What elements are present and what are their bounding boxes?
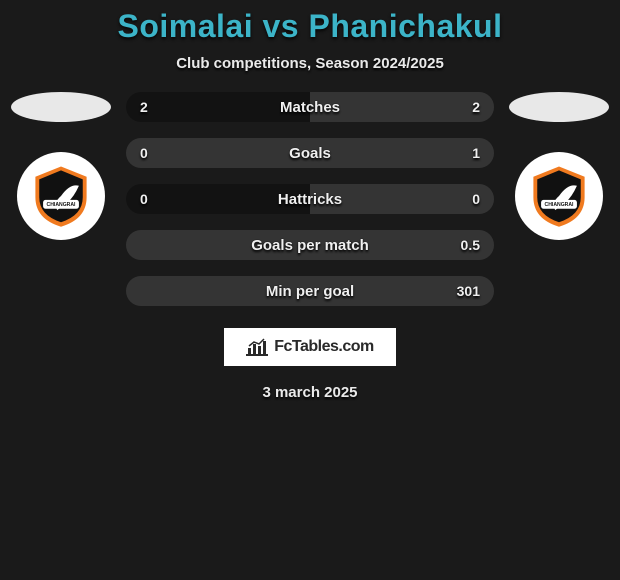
brand-text: FcTables.com — [274, 338, 374, 356]
brand-chart-icon — [246, 338, 268, 356]
stat-right-value: 2 — [472, 99, 480, 115]
svg-text:CHIANGRAI: CHIANGRAI — [47, 202, 77, 208]
stat-left-value: 0 — [140, 145, 148, 161]
left-player-oval — [11, 92, 111, 122]
stat-label: Goals — [289, 145, 331, 162]
stat-label: Matches — [280, 99, 340, 116]
date-text: 3 march 2025 — [262, 384, 357, 401]
stat-right-value: 301 — [457, 283, 480, 299]
stat-row: Min per goal 301 — [126, 276, 494, 306]
right-player-oval — [509, 92, 609, 122]
stat-right-value: 0.5 — [461, 237, 480, 253]
svg-text:CHIANGRAI: CHIANGRAI — [545, 202, 575, 208]
stat-left-value: 2 — [140, 99, 148, 115]
left-club-badge: CHIANGRAI — [17, 152, 105, 240]
comparison-panel: CHIANGRAI 2 Matches 2 0 Goals 1 0 Hattricks 0 Goa… — [0, 92, 620, 306]
footer: FcTables.com 3 march 2025 — [0, 328, 620, 401]
subtitle: Club competitions, Season 2024/2025 — [0, 55, 620, 72]
club-crest-icon: CHIANGRAI — [527, 164, 591, 228]
brand-badge: FcTables.com — [224, 328, 396, 366]
stat-bars: 2 Matches 2 0 Goals 1 0 Hattricks 0 Goals per mat… — [126, 92, 494, 306]
club-crest-icon: CHIANGRAI — [29, 164, 93, 228]
stat-right-value: 0 — [472, 191, 480, 207]
stat-label: Min per goal — [266, 283, 354, 300]
right-side: CHIANGRAI — [504, 92, 614, 240]
stat-label: Hattricks — [278, 191, 342, 208]
stat-left-value: 0 — [140, 191, 148, 207]
stat-right-value: 1 — [472, 145, 480, 161]
stat-row: Goals per match 0.5 — [126, 230, 494, 260]
page-title: Soimalai vs Phanichakul — [0, 8, 620, 45]
left-side: CHIANGRAI — [6, 92, 116, 240]
right-club-badge: CHIANGRAI — [515, 152, 603, 240]
stat-row: 0 Goals 1 — [126, 138, 494, 168]
stat-row: 2 Matches 2 — [126, 92, 494, 122]
stat-row: 0 Hattricks 0 — [126, 184, 494, 214]
stat-label: Goals per match — [251, 237, 369, 254]
